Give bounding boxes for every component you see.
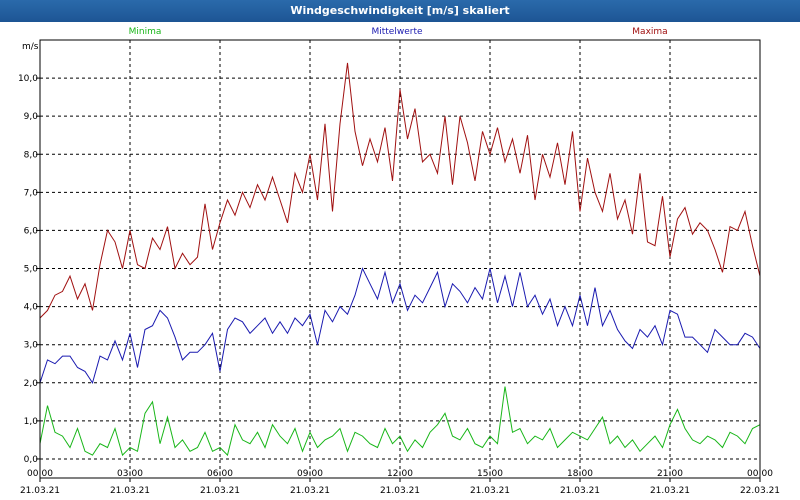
x-tick-date: 21.03.21 xyxy=(20,486,60,496)
x-tick-time: 06:00 xyxy=(207,469,233,479)
legend-maxima: Maxima xyxy=(632,27,667,37)
x-tick-time: 03:00 xyxy=(117,469,143,479)
y-axis-ticks: 0,0 1,0 2,0 3,0 4,0 5,0 6,0 7,0 8,0 9,0 10,0 xyxy=(18,74,40,465)
y-tick-label: 8,0 xyxy=(24,150,39,160)
x-tick-date: 21.03.21 xyxy=(290,486,330,496)
x-tick-date: 21.03.21 xyxy=(200,486,240,496)
y-tick-label: 9,0 xyxy=(24,112,39,122)
legend-minima: Minima xyxy=(129,27,162,37)
x-tick-date: 21.03.21 xyxy=(650,486,690,496)
x-tick-time: 21:00 xyxy=(657,469,683,479)
x-tick-time: 00:00 xyxy=(747,469,773,479)
grid xyxy=(40,40,760,478)
y-tick-label: 7,0 xyxy=(24,188,39,198)
x-tick-date: 21.03.21 xyxy=(110,486,150,496)
series-line-mittelwerte xyxy=(39,267,761,384)
y-tick-label: 0,0 xyxy=(24,455,39,465)
x-tick-date: 22.03.21 xyxy=(740,486,780,496)
y-tick-label: 3,0 xyxy=(24,341,39,351)
x-axis-ticks: 00:00 21.03.21 03:00 21.03.21 06:00 21.03.21 0… xyxy=(20,469,780,496)
y-tick-label: 4,0 xyxy=(24,303,39,313)
x-tick-time: 00:00 xyxy=(27,469,53,479)
x-tick-date: 21.03.21 xyxy=(560,486,600,496)
y-tick-label: 6,0 xyxy=(24,226,39,236)
x-tick-time: 12:00 xyxy=(387,469,413,479)
x-tick-date: 21.03.21 xyxy=(470,486,510,496)
series-line-maxima xyxy=(39,62,761,319)
series-lines xyxy=(39,62,761,457)
series-line-minima xyxy=(39,386,761,457)
x-tick-time: 09:00 xyxy=(297,469,323,479)
y-tick-label: 5,0 xyxy=(24,265,39,275)
y-tick-label: 1,0 xyxy=(24,417,39,427)
wind-speed-chart: 0,0 1,0 2,0 3,0 4,0 5,0 6,0 7,0 8,0 9,0 10,0 00:00… xyxy=(0,22,800,500)
legend: Minima Mittelwerte Maxima xyxy=(129,27,668,37)
y-axis-label: m/s xyxy=(22,42,39,52)
y-tick-label: 2,0 xyxy=(24,379,39,389)
window-title: Windgeschwindigkeit [m/s] skaliert xyxy=(0,0,800,22)
x-tick-date: 21.03.21 xyxy=(380,486,420,496)
y-tick-label: 10,0 xyxy=(18,74,38,84)
x-tick-time: 15:00 xyxy=(477,469,503,479)
legend-mittelwerte: Mittelwerte xyxy=(371,27,422,37)
x-tick-time: 18:00 xyxy=(567,469,593,479)
